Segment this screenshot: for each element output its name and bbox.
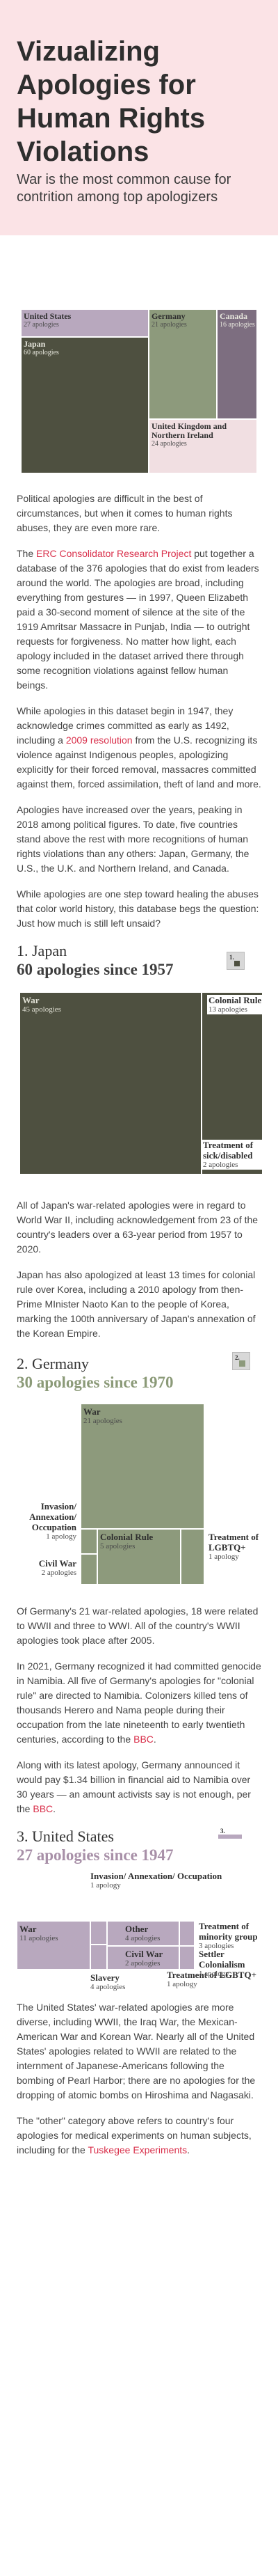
intro-paragraph: While apologies are one step toward heal… xyxy=(17,888,259,929)
germany-war-block[interactable] xyxy=(81,1404,204,1529)
section-number: 2. Germany xyxy=(17,1355,89,1372)
germany-paragraph: In 2021, Germany recognized it had commi… xyxy=(17,1660,261,1745)
tuskegee-link[interactable]: Tuskegee Experiments xyxy=(88,2144,188,2155)
intro-paragraph: While apologies in this dataset begin in… xyxy=(17,705,261,790)
japan-chart: War 45 apologies Colonial Rule 13 apolog… xyxy=(19,992,264,1175)
bbc-link[interactable]: BBC xyxy=(133,1734,154,1745)
japan-war-block[interactable] xyxy=(19,992,202,1175)
us-slavery-label: Slavery 4 apologies xyxy=(90,1972,126,1991)
page-title: Vizualizing Apologies for Human Rights V… xyxy=(17,36,206,167)
us-war-label: War 11 apologies xyxy=(19,1924,58,1942)
japan-colonial-block[interactable] xyxy=(202,992,263,1152)
tile-uk[interactable]: United Kingdom and Northern Ireland 24 a… xyxy=(149,419,257,473)
japan-colonial-label: Colonial Rule 13 apologies xyxy=(207,995,263,1014)
germany-lgbtq-block[interactable] xyxy=(181,1529,204,1585)
germany-mini-map: 2. xyxy=(232,1352,250,1370)
germany-civilwar-label: Civil War 2 apologies xyxy=(38,1558,76,1577)
us-paragraph: The "other" category above refers to cou… xyxy=(17,2115,252,2155)
germany-war-label: War 21 apologies xyxy=(83,1406,122,1425)
us-text: The United States' war-related apologies… xyxy=(0,2000,278,2190)
germany-colonial-block[interactable] xyxy=(97,1529,181,1585)
us-settler-block[interactable] xyxy=(179,1946,195,1970)
germany-text: Of Germany's 21 war-related apologies, 1… xyxy=(0,1604,278,1816)
us-civilwar-block[interactable] xyxy=(107,1946,179,1970)
germany-heading: 2. Germany 30 apologies since 1970 2. xyxy=(0,1352,278,1392)
us-settler-label: Settler Colonialism 1 apology xyxy=(199,1949,245,1978)
japan-paragraph: Japan has also apologized at least 13 ti… xyxy=(17,1269,256,1339)
intro-paragraph: Apologies have increased over the years,… xyxy=(17,804,250,874)
us-other-block[interactable] xyxy=(107,1921,179,1946)
tile-canada[interactable]: Canada 16 apologies xyxy=(217,309,257,419)
tile-united-states[interactable]: United States 27 apologies xyxy=(21,309,149,337)
japan-sick-label: Treatment of sick/disabled 2 apologies xyxy=(202,1140,263,1170)
us-minority-label: Treatment of minority group 3 apologies xyxy=(199,1921,258,1950)
us-other-label: Other 4 apologies xyxy=(125,1924,161,1942)
article-page: Vizualizing Apologies for Human Rights V… xyxy=(0,0,278,2190)
us-war-block[interactable] xyxy=(17,1921,90,1970)
us-chart: War 11 apologies Invasion/ Annexation/ O… xyxy=(17,1871,261,1991)
japan-heading: 1. Japan 60 apologies since 1957 1. xyxy=(0,942,278,980)
section-headline: 30 apologies since 1970 xyxy=(17,1374,174,1391)
us-invasion-block[interactable] xyxy=(90,1921,107,1945)
us-lgbtq-label: Treatment of LGBTQ+ 1 apology xyxy=(167,1970,256,1988)
us-paragraph: The United States' war-related apologies… xyxy=(17,2002,256,2100)
japan-war-label: War 45 apologies xyxy=(22,995,61,1014)
us-invasion-label: Invasion/ Annexation/ Occupation 1 apolo… xyxy=(90,1871,222,1890)
japan-text: All of Japan's war-related apologies wer… xyxy=(0,1198,278,1341)
germany-chart: War 21 apologies Invasion/ Annexation/ O… xyxy=(17,1404,261,1586)
section-number: 1. Japan xyxy=(17,942,67,959)
us-heading: 3. United States 27 apologies since 1947… xyxy=(0,1826,278,1865)
germany-lgbtq-label: Treatment of LGBTQ+ 1 apology xyxy=(208,1532,259,1561)
overview-treemap: United States 27 apologies Japan 60 apol… xyxy=(21,309,257,473)
resolution-link[interactable]: 2009 resolution xyxy=(65,735,133,746)
erc-project-link[interactable]: ERC Consolidator Research Project xyxy=(36,548,192,559)
japan-mini-map: 1. xyxy=(227,952,245,970)
intro-text: Political apologies are difficult in the… xyxy=(0,492,278,931)
page-subtitle: War is the most common cause for contrit… xyxy=(17,172,231,205)
germany-paragraph: Of Germany's 21 war-related apologies, 1… xyxy=(17,1605,259,1646)
section-headline: 27 apologies since 1947 xyxy=(17,1846,174,1864)
intro-paragraph: The ERC Consolidator Research Project pu… xyxy=(17,548,259,691)
us-minority-block[interactable] xyxy=(179,1921,195,1946)
germany-invasion-block[interactable] xyxy=(81,1529,97,1554)
tile-japan[interactable]: Japan 60 apologies xyxy=(21,337,149,473)
hero-header: Vizualizing Apologies for Human Rights V… xyxy=(0,0,278,235)
germany-invasion-label: Invasion/ Annexation/ Occupation 1 apolo… xyxy=(29,1501,76,1541)
bbc-link[interactable]: BBC xyxy=(33,1803,54,1814)
tile-germany[interactable]: Germany 21 apologies xyxy=(149,309,217,419)
section-number: 3. United States xyxy=(17,1828,114,1845)
intro-paragraph: Political apologies are difficult in the… xyxy=(17,493,233,533)
germany-civilwar-block[interactable] xyxy=(81,1554,97,1585)
section-headline: 60 apologies since 1957 xyxy=(17,961,174,978)
japan-paragraph: All of Japan's war-related apologies wer… xyxy=(17,1200,259,1255)
us-slavery-block[interactable] xyxy=(90,1945,107,1970)
germany-paragraph: Along with its latest apology, Germany a… xyxy=(17,1759,251,1814)
germany-colonial-label: Colonial Rule 5 apologies xyxy=(100,1532,154,1550)
us-civilwar-label: Civil War 2 apologies xyxy=(125,1949,163,1968)
us-mini-map: 3. xyxy=(218,1826,242,1841)
